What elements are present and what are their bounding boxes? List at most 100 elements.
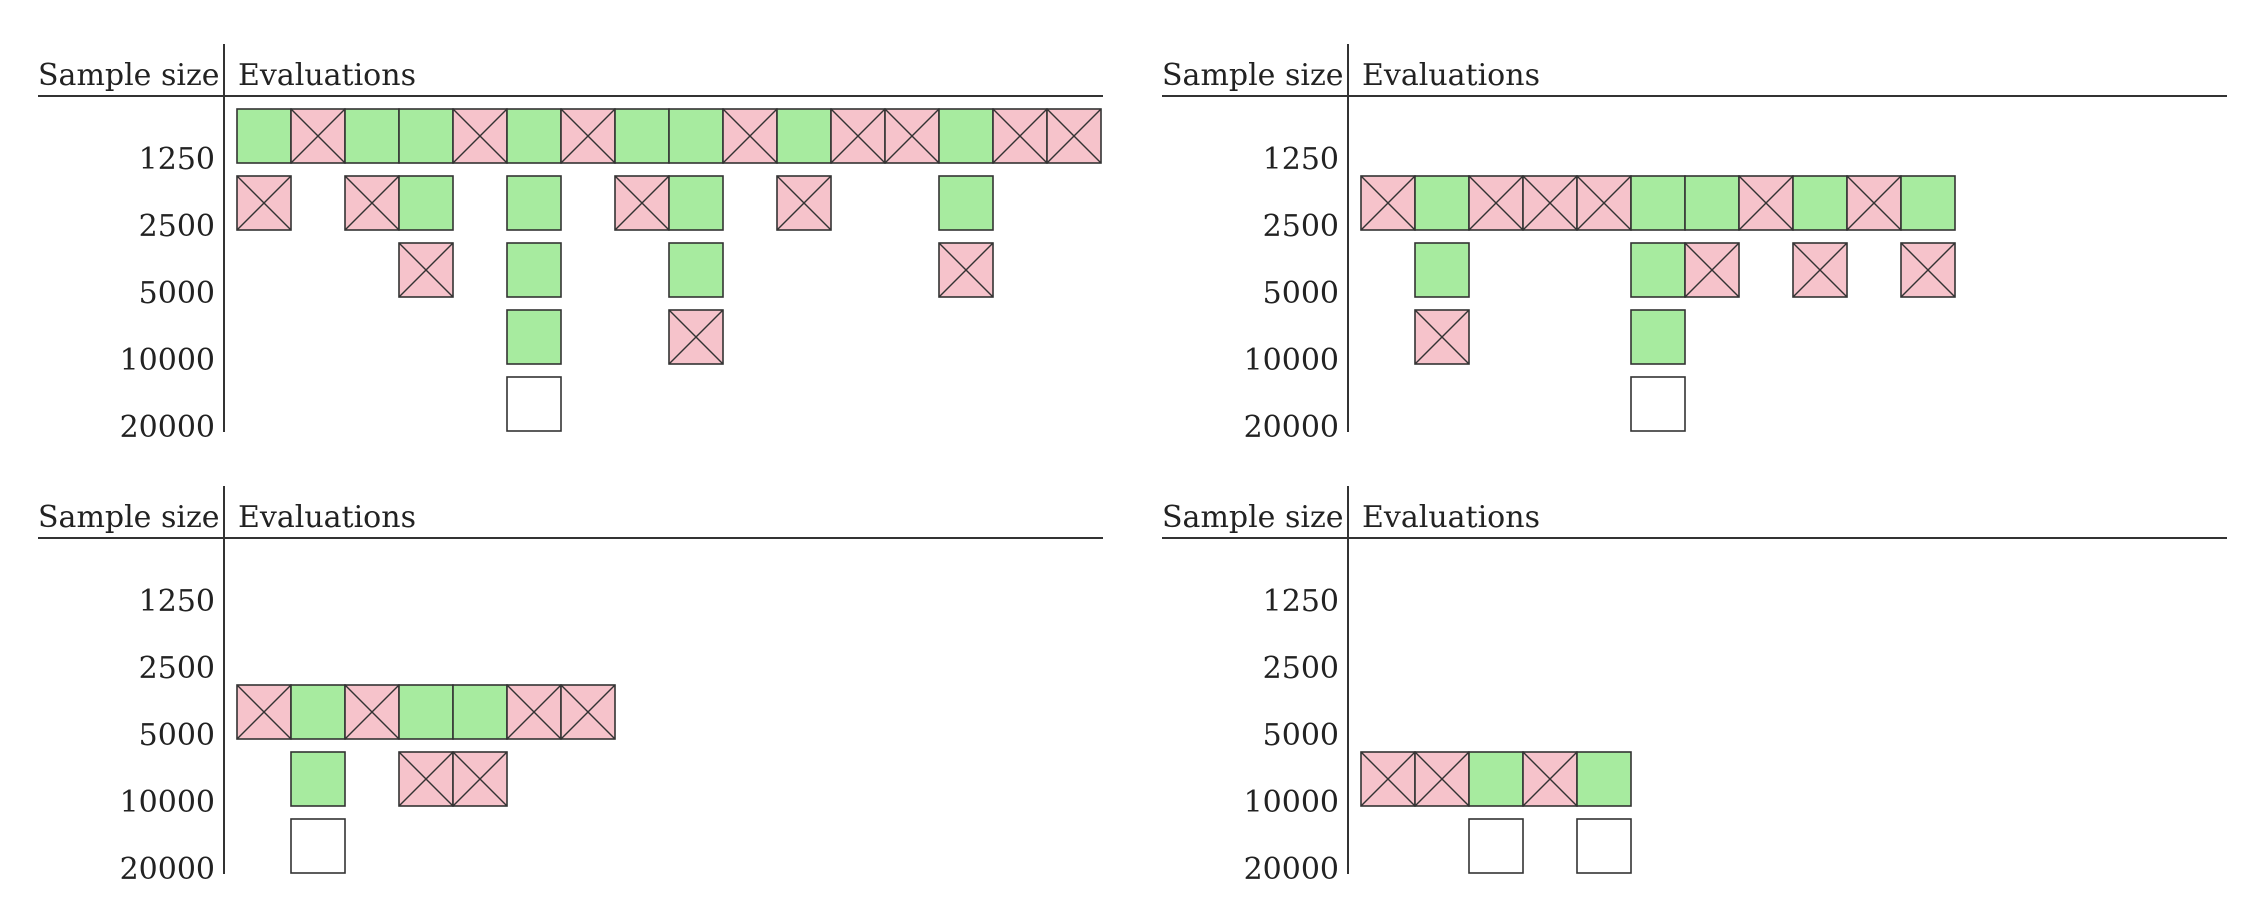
- sample-size-20000: 20000: [1243, 852, 1339, 887]
- fail-square: [938, 242, 994, 298]
- sample-size-1250: 1250: [1262, 142, 1339, 177]
- pass-square: [668, 242, 724, 298]
- pass-square: [614, 108, 670, 164]
- sample-size-5000: 5000: [1262, 718, 1339, 753]
- pass-square: [236, 108, 292, 164]
- evaluation-panel-bottom-left: Sample size Evaluations 1250 2500 5000 1…: [38, 482, 1138, 887]
- pass-square: [398, 108, 454, 164]
- pass-square: [452, 684, 508, 740]
- evaluation-panel-top-left: Sample size Evaluations 1250 2500 5000 1…: [38, 40, 1138, 445]
- pass-square: [398, 175, 454, 231]
- evaluations-header: Evaluations: [1362, 58, 1540, 93]
- sample-size-5000: 5000: [138, 276, 215, 311]
- pending-square: [1468, 818, 1524, 874]
- fail-square: [344, 175, 400, 231]
- fail-square: [1522, 175, 1578, 231]
- pass-square: [1414, 242, 1470, 298]
- pass-square: [668, 108, 724, 164]
- sample-size-5000: 5000: [138, 718, 215, 753]
- fail-square: [236, 175, 292, 231]
- evaluation-squares: [1360, 175, 1956, 432]
- sample-size-20000: 20000: [119, 410, 215, 445]
- evaluation-panel-bottom-right: Sample size Evaluations 1250 2500 5000 1…: [1162, 482, 2254, 887]
- fail-square: [1792, 242, 1848, 298]
- pass-square: [506, 108, 562, 164]
- fail-square: [1900, 242, 1956, 298]
- fail-square: [668, 309, 724, 365]
- fail-square: [614, 175, 670, 231]
- fail-square: [1738, 175, 1794, 231]
- fail-square: [1414, 751, 1470, 807]
- fail-square: [1846, 175, 1902, 231]
- sample-size-2500: 2500: [138, 209, 215, 244]
- sample-size-10000: 10000: [1243, 343, 1339, 378]
- pending-square: [1630, 376, 1686, 432]
- evaluation-squares: [236, 108, 1102, 432]
- pass-square: [506, 242, 562, 298]
- fail-square: [560, 108, 616, 164]
- fail-square: [452, 108, 508, 164]
- evaluation-grid-bottom-left: [38, 486, 1103, 874]
- pass-square: [1630, 175, 1686, 231]
- pass-square: [938, 175, 994, 231]
- fail-square: [722, 108, 778, 164]
- sample-size-header: Sample size: [1162, 500, 1344, 535]
- evaluation-panel-top-right: Sample size Evaluations 1250 2500 5000 1…: [1162, 40, 2254, 445]
- pass-square: [1468, 751, 1524, 807]
- fail-square: [290, 108, 346, 164]
- fail-square: [344, 684, 400, 740]
- pass-square: [938, 108, 994, 164]
- sample-size-1250: 1250: [138, 584, 215, 619]
- pass-square: [668, 175, 724, 231]
- sample-size-10000: 10000: [1243, 785, 1339, 820]
- sample-size-10000: 10000: [119, 343, 215, 378]
- fail-square: [1360, 175, 1416, 231]
- fail-square: [992, 108, 1048, 164]
- sample-size-5000: 5000: [1262, 276, 1339, 311]
- evaluation-squares: [236, 684, 616, 874]
- pass-square: [1630, 242, 1686, 298]
- fail-square: [1468, 175, 1524, 231]
- fail-square: [776, 175, 832, 231]
- pending-square: [506, 376, 562, 432]
- sample-size-header: Sample size: [1162, 58, 1344, 93]
- fail-square: [1414, 309, 1470, 365]
- sample-size-2500: 2500: [1262, 209, 1339, 244]
- fail-square: [1046, 108, 1102, 164]
- pass-square: [1900, 175, 1956, 231]
- sample-size-20000: 20000: [119, 852, 215, 887]
- sample-size-2500: 2500: [1262, 651, 1339, 686]
- pass-square: [398, 684, 454, 740]
- evaluations-header: Evaluations: [238, 58, 416, 93]
- evaluation-grid-bottom-right: [1162, 486, 2227, 874]
- pass-square: [506, 175, 562, 231]
- fail-square: [560, 684, 616, 740]
- sample-size-2500: 2500: [138, 651, 215, 686]
- fail-square: [452, 751, 508, 807]
- fail-square: [1684, 242, 1740, 298]
- fail-square: [398, 751, 454, 807]
- fail-square: [398, 242, 454, 298]
- pass-square: [1576, 751, 1632, 807]
- sample-size-20000: 20000: [1243, 410, 1339, 445]
- fail-square: [1360, 751, 1416, 807]
- evaluation-grid-top-right: [1162, 44, 2227, 432]
- evaluations-header: Evaluations: [1362, 500, 1540, 535]
- evaluation-grid-top-left: [38, 44, 1103, 432]
- sample-size-header: Sample size: [38, 500, 220, 535]
- pass-square: [290, 684, 346, 740]
- pending-square: [1576, 818, 1632, 874]
- evaluations-header: Evaluations: [238, 500, 416, 535]
- fail-square: [236, 684, 292, 740]
- sample-size-1250: 1250: [1262, 584, 1339, 619]
- pass-square: [506, 309, 562, 365]
- pass-square: [1684, 175, 1740, 231]
- pass-square: [290, 751, 346, 807]
- pass-square: [344, 108, 400, 164]
- pass-square: [776, 108, 832, 164]
- fail-square: [830, 108, 886, 164]
- fail-square: [506, 684, 562, 740]
- sample-size-header: Sample size: [38, 58, 220, 93]
- pass-square: [1630, 309, 1686, 365]
- pass-square: [1414, 175, 1470, 231]
